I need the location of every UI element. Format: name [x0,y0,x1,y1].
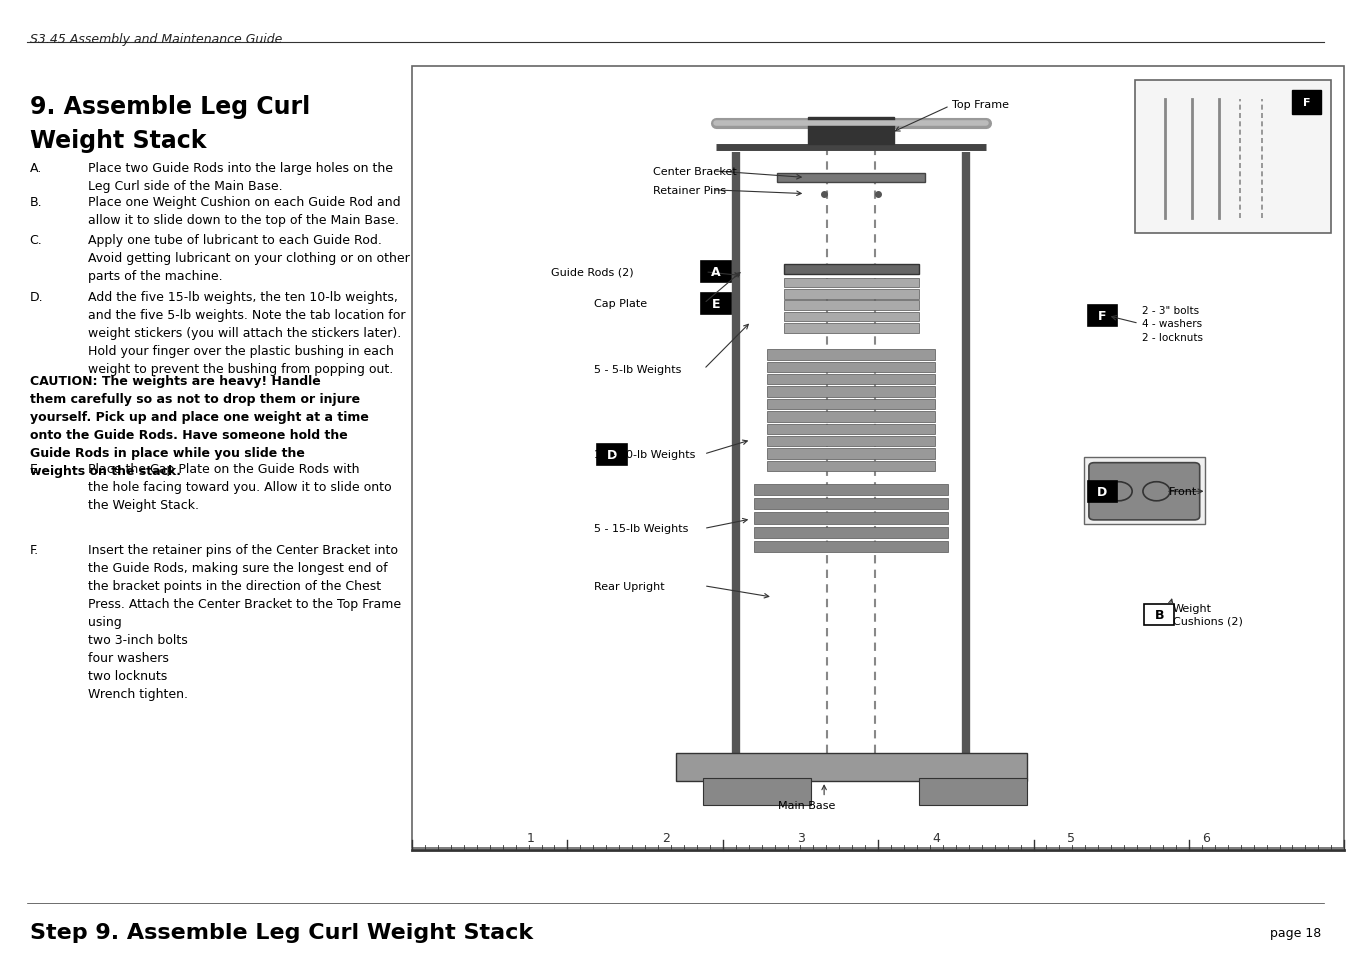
Text: F: F [1098,310,1106,323]
Text: 2: 2 [662,831,670,844]
Text: CAUTION: The weights are heavy! Handle
them carefully so as not to drop them or : CAUTION: The weights are heavy! Handle t… [30,375,369,477]
Text: E.: E. [30,462,42,476]
Text: D.: D. [30,291,43,304]
Bar [784,313,919,322]
Text: 1: 1 [527,831,535,844]
Bar [784,265,919,274]
Text: 4: 4 [932,831,940,844]
Bar [754,513,948,524]
Bar [767,387,935,397]
Text: Weight
Cushions (2): Weight Cushions (2) [1173,603,1243,626]
Text: Center Bracket: Center Bracket [653,167,736,176]
Bar [1292,91,1321,115]
Text: 9. Assemble Leg Curl: 9. Assemble Leg Curl [30,95,309,119]
Text: 3: 3 [797,831,805,844]
Text: Main Base: Main Base [778,801,835,810]
Text: Step 9. Assemble Leg Curl Weight Stack: Step 9. Assemble Leg Curl Weight Stack [30,923,532,942]
Text: 10 - 10-lb Weights: 10 - 10-lb Weights [594,450,696,459]
Bar [767,436,935,447]
Text: Place one Weight Cushion on each Guide Rod and
allow it to slide down to the top: Place one Weight Cushion on each Guide R… [88,195,400,226]
Text: S3.45 Assembly and Maintenance Guide: S3.45 Assembly and Maintenance Guide [30,33,282,47]
Text: D: D [1097,485,1108,498]
Bar [784,301,919,311]
Text: B.: B. [30,195,42,209]
Text: Cap Plate: Cap Plate [594,299,647,309]
Bar [919,779,1027,805]
Bar [767,461,935,472]
Bar [412,67,1344,848]
Text: F.: F. [30,543,39,557]
Bar [1144,604,1174,625]
Text: A.: A. [30,162,42,175]
Text: A: A [711,266,721,279]
Bar [703,779,811,805]
Text: Add the five 15-lb weights, the ten 10-lb weights,
and the five 5-lb weights. No: Add the five 15-lb weights, the ten 10-l… [88,291,405,375]
Bar [767,424,935,435]
Text: 5: 5 [1067,831,1075,844]
Bar [767,375,935,385]
Text: D: D [607,448,617,461]
Bar [767,449,935,459]
Bar [754,498,948,510]
Text: Place the Cap Plate on the Guide Rods with
the hole facing toward you. Allow it : Place the Cap Plate on the Guide Rods wi… [88,462,392,511]
FancyBboxPatch shape [1089,463,1200,520]
Bar [754,527,948,538]
Bar [767,362,935,373]
Text: Apply one tube of lubricant to each Guide Rod.
Avoid getting lubricant on your c: Apply one tube of lubricant to each Guid… [88,233,409,282]
Text: B: B [1154,608,1165,621]
Bar [701,262,731,283]
Bar [767,350,935,360]
Text: C.: C. [30,233,42,247]
Text: F: F [1302,98,1310,108]
Bar [754,484,948,496]
Text: Top Frame: Top Frame [952,100,1009,110]
Bar [767,399,935,410]
Bar [1135,81,1331,233]
Bar [1088,306,1117,327]
Text: Rear Upright: Rear Upright [594,581,665,591]
Text: Place two Guide Rods into the large holes on the
Leg Curl side of the Main Base.: Place two Guide Rods into the large hole… [88,162,393,193]
Bar [1084,457,1205,524]
Bar [754,541,948,553]
Bar [784,290,919,299]
Bar [777,173,925,183]
Bar [597,444,627,465]
Text: 6: 6 [1202,831,1210,844]
Bar [808,118,894,145]
Bar [1088,481,1117,502]
Text: 5 - 5-lb Weights: 5 - 5-lb Weights [594,365,682,375]
Text: Insert the retainer pins of the Center Bracket into
the Guide Rods, making sure : Insert the retainer pins of the Center B… [88,543,401,700]
Text: E: E [712,297,720,311]
Bar [784,324,919,334]
Text: Guide Rods (2): Guide Rods (2) [551,268,634,277]
Text: 5 - 15-lb Weights: 5 - 15-lb Weights [594,524,689,534]
Text: Retainer Pins: Retainer Pins [653,186,725,195]
Text: 2 - 3" bolts
4 - washers
2 - locknuts: 2 - 3" bolts 4 - washers 2 - locknuts [1142,306,1202,342]
Bar [767,412,935,422]
Bar [676,753,1027,781]
Bar [784,278,919,288]
Text: page 18: page 18 [1270,925,1321,939]
Bar [701,294,731,314]
Text: Front: Front [1169,487,1197,497]
Text: Weight Stack: Weight Stack [30,129,207,152]
